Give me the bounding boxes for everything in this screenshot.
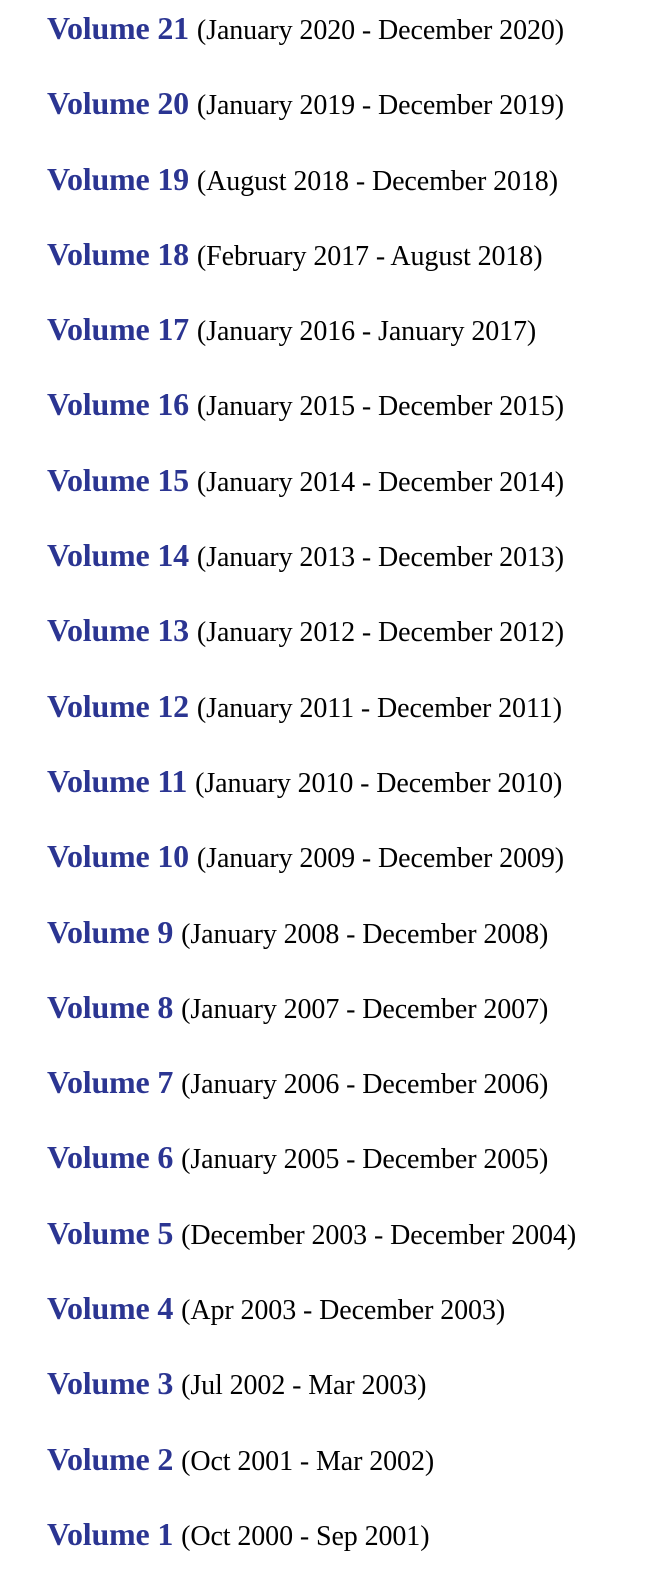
volume-item: Volume 16 (January 2015 - December 2015)	[47, 382, 576, 457]
volume-item: Volume 13 (January 2012 - December 2012)	[47, 608, 576, 683]
volume-list: Volume 21 (January 2020 - December 2020) …	[47, 6, 576, 1587]
volume-date-range: (January 2005 - December 2005)	[181, 1144, 549, 1176]
volume-link[interactable]: Volume 4	[47, 1290, 174, 1327]
volume-item: Volume 4 (Apr 2003 - December 2003)	[47, 1286, 576, 1361]
volume-item: Volume 6 (January 2005 - December 2005)	[47, 1135, 576, 1210]
volume-item: Volume 8 (January 2007 - December 2007)	[47, 985, 576, 1060]
volume-date-range: (January 2006 - December 2006)	[181, 1069, 549, 1101]
volume-item: Volume 12 (January 2011 - December 2011)	[47, 684, 576, 759]
volume-date-range: (December 2003 - December 2004)	[181, 1219, 577, 1251]
volume-item: Volume 2 (Oct 2001 - Mar 2002)	[47, 1437, 576, 1512]
volume-date-range: (Jul 2002 - Mar 2003)	[181, 1370, 427, 1402]
volume-link[interactable]: Volume 16	[47, 386, 189, 423]
volume-date-range: (January 2010 - December 2010)	[195, 767, 563, 799]
volume-date-range: (January 2013 - December 2013)	[196, 542, 565, 574]
volume-date-range: (January 2016 - January 2017)	[196, 316, 537, 348]
volume-date-range: (January 2015 - December 2015)	[196, 391, 565, 423]
volume-date-range: (January 2008 - December 2008)	[181, 918, 549, 950]
volume-link[interactable]: Volume 9	[47, 913, 174, 950]
volume-date-range: (January 2009 - December 2009)	[196, 843, 565, 875]
volume-item: Volume 18 (February 2017 - August 2018)	[47, 232, 576, 307]
volume-date-range: (January 2012 - December 2012)	[196, 617, 565, 649]
volume-date-range: (February 2017 - August 2018)	[196, 240, 543, 272]
volume-date-range: (January 2011 - December 2011)	[196, 692, 562, 724]
volume-link[interactable]: Volume 20	[47, 85, 189, 122]
volume-date-range: (January 2007 - December 2007)	[181, 993, 549, 1025]
volume-link[interactable]: Volume 8	[47, 988, 174, 1025]
volume-item: Volume 19 (August 2018 - December 2018)	[47, 157, 576, 232]
volume-link[interactable]: Volume 14	[47, 537, 189, 574]
volume-link[interactable]: Volume 19	[47, 160, 189, 197]
volume-item: Volume 17 (January 2016 - January 2017)	[47, 307, 576, 382]
volume-item: Volume 10 (January 2009 - December 2009)	[47, 834, 576, 909]
volume-link[interactable]: Volume 11	[47, 762, 188, 799]
volume-link[interactable]: Volume 2	[47, 1440, 174, 1477]
volume-link[interactable]: Volume 17	[47, 311, 189, 348]
volume-link[interactable]: Volume 15	[47, 461, 189, 498]
volume-date-range: (Oct 2001 - Mar 2002)	[181, 1445, 435, 1477]
volume-link[interactable]: Volume 12	[47, 687, 189, 724]
volume-item: Volume 20 (January 2019 - December 2019)	[47, 81, 576, 156]
volume-item: Volume 21 (January 2020 - December 2020)	[47, 6, 576, 81]
volume-link[interactable]: Volume 21	[47, 10, 189, 46]
volume-date-range: (January 2019 - December 2019)	[196, 90, 565, 122]
volume-item: Volume 14 (January 2013 - December 2013)	[47, 533, 576, 608]
volume-link[interactable]: Volume 3	[47, 1365, 174, 1402]
volume-date-range: (Apr 2003 - December 2003)	[181, 1295, 506, 1327]
volume-item: Volume 11 (January 2010 - December 2010)	[47, 759, 576, 834]
volume-item: Volume 5 (December 2003 - December 2004)	[47, 1211, 576, 1286]
volume-link[interactable]: Volume 6	[47, 1139, 174, 1176]
volume-item: Volume 3 (Jul 2002 - Mar 2003)	[47, 1361, 576, 1436]
volume-item: Volume 1 (Oct 2000 - Sep 2001)	[47, 1512, 576, 1587]
volume-link[interactable]: Volume 18	[47, 235, 189, 272]
volume-link[interactable]: Volume 10	[47, 838, 189, 875]
volume-item: Volume 9 (January 2008 - December 2008)	[47, 910, 576, 985]
volume-item: Volume 7 (January 2006 - December 2006)	[47, 1060, 576, 1135]
volume-link[interactable]: Volume 1	[47, 1515, 174, 1552]
volume-link[interactable]: Volume 13	[47, 612, 189, 649]
volume-link[interactable]: Volume 5	[47, 1214, 174, 1251]
volume-link[interactable]: Volume 7	[47, 1064, 174, 1101]
volume-date-range: (Oct 2000 - Sep 2001)	[181, 1520, 430, 1552]
volume-date-range: (January 2020 - December 2020)	[196, 15, 565, 46]
volume-item: Volume 15 (January 2014 - December 2014)	[47, 458, 576, 533]
volume-date-range: (January 2014 - December 2014)	[196, 466, 565, 498]
volume-date-range: (August 2018 - December 2018)	[196, 165, 558, 197]
